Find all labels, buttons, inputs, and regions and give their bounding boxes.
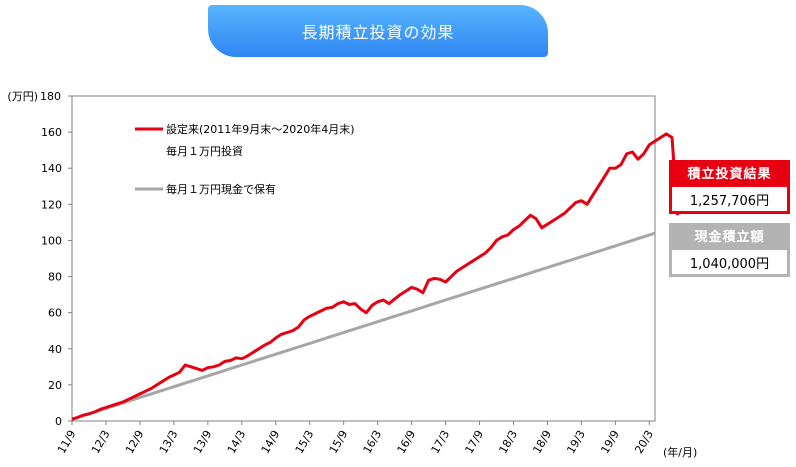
y-tick-label: 60 [48,307,62,320]
y-tick-label: 180 [40,90,61,103]
x-tick-label: 18/3 [496,428,520,456]
y-tick-label: 160 [41,126,62,139]
x-tick-label: 16/9 [395,428,419,456]
x-tick-label: 15/9 [327,428,351,456]
x-tick-label: 14/3 [225,428,249,456]
chart-title-banner: 長期積立投資の効果 [208,5,548,57]
cash-result-box: 現金積立額 1,040,000円 [669,223,790,277]
legend-label-invest-line2: 毎月１万円投資 [166,144,243,158]
plot-area-border [71,95,656,422]
x-tick-label: 16/3 [361,428,385,456]
chart-title: 長期積立投資の効果 [301,23,455,42]
y-tick-label: 20 [48,379,62,392]
y-axis-unit-label: (万円) [7,90,38,103]
x-tick-label: 19/3 [564,428,588,456]
cash-result-value: 1,040,000円 [669,247,790,277]
legend-label-cash: 毎月１万円現金で保有 [166,182,276,196]
x-tick-label: 17/3 [429,428,453,456]
x-tick-label: 17/9 [463,428,487,456]
y-tick-label: 120 [41,198,62,211]
invest-result-box: 積立投資結果 1,257,706円 [669,160,790,214]
series-line-cash [71,231,656,421]
x-tick-label: 11/9 [55,428,79,456]
x-tick-label: 19/9 [598,428,622,456]
series-line-invest [71,132,680,421]
legend-label-invest: 設定来(2011年9月末～2020年4月末) [166,122,355,136]
invest-result-label: 積立投資結果 [669,160,790,184]
x-tick-label: 20/3 [632,428,656,456]
x-tick-label: 12/3 [89,428,113,456]
x-axis-unit-label: (年/月) [663,445,697,459]
y-tick-label: 140 [41,162,62,175]
invest-result-value: 1,257,706円 [669,184,790,214]
x-tick-label: 18/9 [530,428,554,456]
x-tick-label: 13/3 [157,428,181,456]
x-tick-label: 12/9 [123,428,147,456]
y-tick-label: 80 [48,271,62,284]
x-tick-label: 13/9 [191,428,215,456]
y-tick-label: 40 [48,343,62,356]
cash-result-label: 現金積立額 [669,223,790,247]
x-tick-label: 15/3 [293,428,317,456]
y-tick-label: 100 [41,234,62,247]
x-tick-label: 14/9 [259,428,283,456]
y-tick-label: 0 [55,415,62,428]
